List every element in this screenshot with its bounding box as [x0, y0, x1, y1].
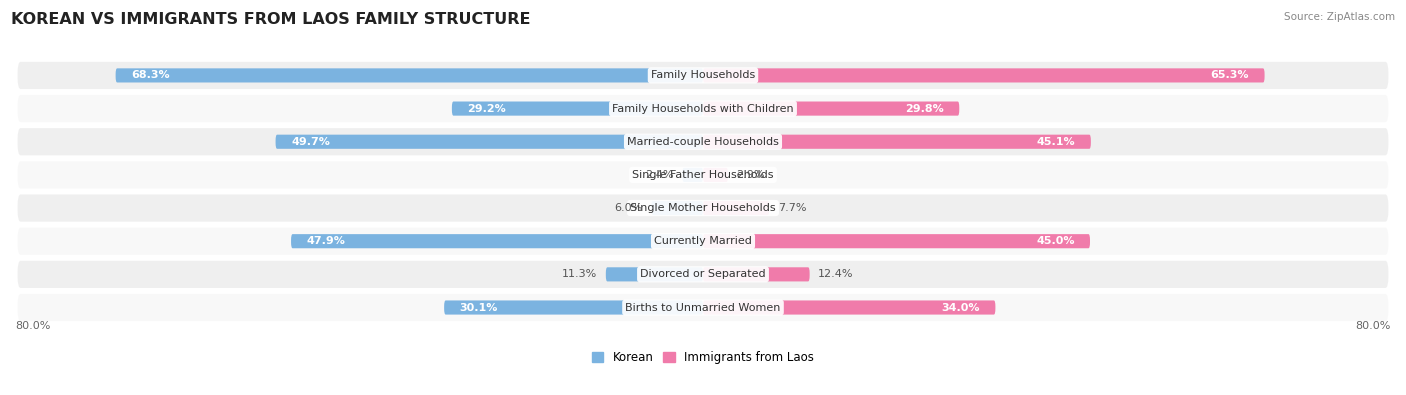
- FancyBboxPatch shape: [606, 267, 703, 281]
- Text: 45.0%: 45.0%: [1036, 236, 1074, 246]
- Text: Source: ZipAtlas.com: Source: ZipAtlas.com: [1284, 12, 1395, 22]
- FancyBboxPatch shape: [18, 62, 1388, 89]
- Text: Births to Unmarried Women: Births to Unmarried Women: [626, 303, 780, 312]
- FancyBboxPatch shape: [18, 261, 1388, 288]
- Text: 29.2%: 29.2%: [467, 103, 506, 114]
- FancyBboxPatch shape: [276, 135, 703, 149]
- FancyBboxPatch shape: [18, 194, 1388, 222]
- FancyBboxPatch shape: [451, 102, 703, 116]
- FancyBboxPatch shape: [18, 128, 1388, 155]
- Text: 68.3%: 68.3%: [131, 70, 170, 81]
- Text: Family Households with Children: Family Households with Children: [612, 103, 794, 114]
- Text: Currently Married: Currently Married: [654, 236, 752, 246]
- Text: KOREAN VS IMMIGRANTS FROM LAOS FAMILY STRUCTURE: KOREAN VS IMMIGRANTS FROM LAOS FAMILY ST…: [11, 12, 530, 27]
- FancyBboxPatch shape: [703, 234, 1090, 248]
- Text: 7.7%: 7.7%: [778, 203, 806, 213]
- Text: Divorced or Separated: Divorced or Separated: [640, 269, 766, 279]
- Text: Single Mother Households: Single Mother Households: [630, 203, 776, 213]
- FancyBboxPatch shape: [703, 135, 1091, 149]
- FancyBboxPatch shape: [18, 95, 1388, 122]
- FancyBboxPatch shape: [444, 301, 703, 314]
- Text: 30.1%: 30.1%: [460, 303, 498, 312]
- Text: 2.9%: 2.9%: [737, 170, 765, 180]
- Text: 49.7%: 49.7%: [291, 137, 330, 147]
- FancyBboxPatch shape: [651, 201, 703, 215]
- FancyBboxPatch shape: [18, 161, 1388, 188]
- Text: 45.1%: 45.1%: [1036, 137, 1076, 147]
- FancyBboxPatch shape: [115, 68, 703, 83]
- Text: 47.9%: 47.9%: [307, 236, 346, 246]
- FancyBboxPatch shape: [703, 68, 1264, 83]
- FancyBboxPatch shape: [18, 294, 1388, 321]
- Text: Married-couple Households: Married-couple Households: [627, 137, 779, 147]
- FancyBboxPatch shape: [703, 102, 959, 116]
- FancyBboxPatch shape: [703, 168, 728, 182]
- Text: Single Father Households: Single Father Households: [633, 170, 773, 180]
- Text: 6.0%: 6.0%: [614, 203, 643, 213]
- Text: 80.0%: 80.0%: [1355, 322, 1391, 331]
- Legend: Korean, Immigrants from Laos: Korean, Immigrants from Laos: [586, 346, 820, 369]
- Text: Family Households: Family Households: [651, 70, 755, 81]
- Text: 34.0%: 34.0%: [942, 303, 980, 312]
- Text: 11.3%: 11.3%: [562, 269, 598, 279]
- Text: 65.3%: 65.3%: [1211, 70, 1249, 81]
- FancyBboxPatch shape: [703, 201, 769, 215]
- Text: 2.4%: 2.4%: [645, 170, 673, 180]
- FancyBboxPatch shape: [703, 301, 995, 314]
- FancyBboxPatch shape: [18, 228, 1388, 255]
- Text: 80.0%: 80.0%: [15, 322, 51, 331]
- FancyBboxPatch shape: [682, 168, 703, 182]
- FancyBboxPatch shape: [291, 234, 703, 248]
- FancyBboxPatch shape: [703, 267, 810, 281]
- Text: 12.4%: 12.4%: [818, 269, 853, 279]
- Text: 29.8%: 29.8%: [905, 103, 943, 114]
